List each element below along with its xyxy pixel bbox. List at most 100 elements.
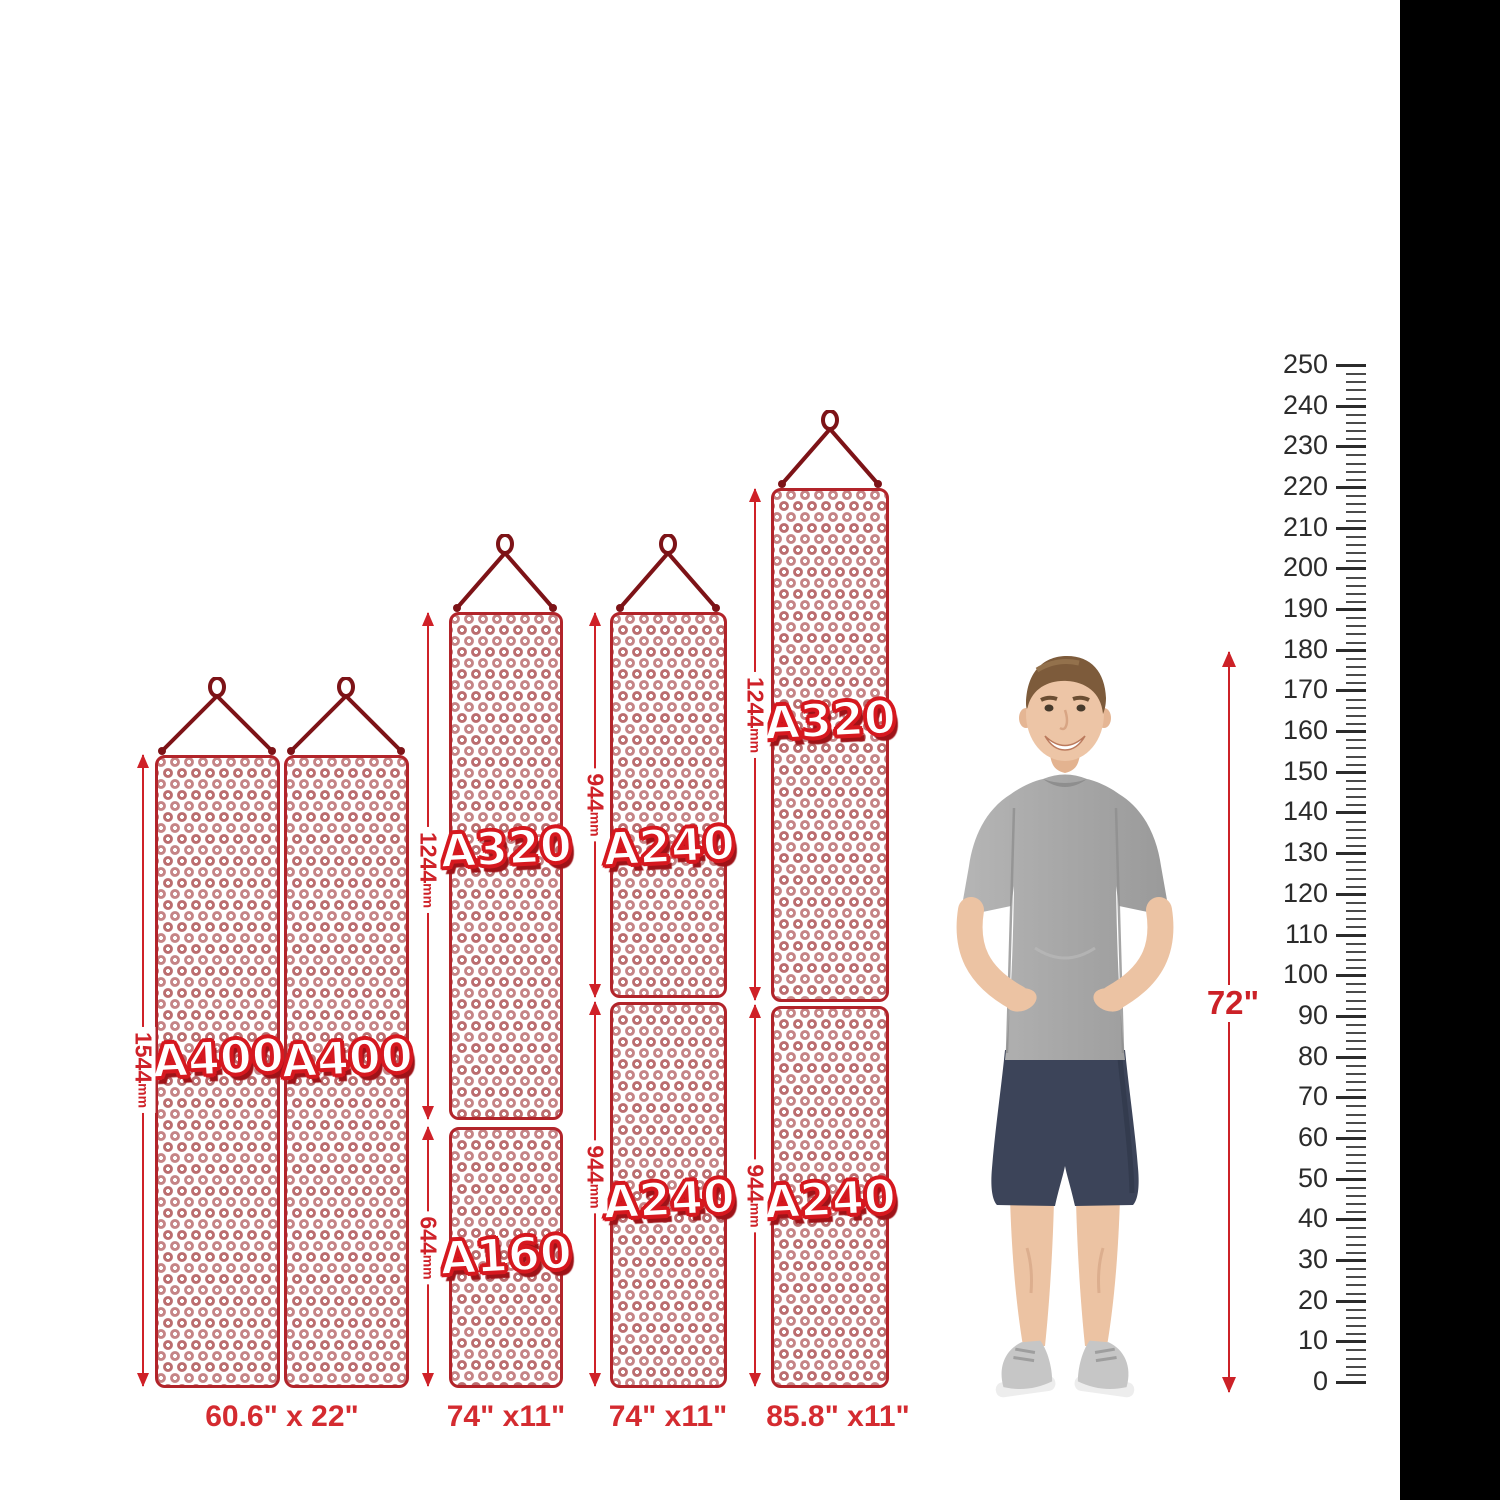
ruler-minor-tick xyxy=(1346,1276,1366,1279)
ruler-number: 130 xyxy=(1282,837,1328,868)
ruler-number: 160 xyxy=(1282,715,1328,746)
person-height-line-upper xyxy=(1222,651,1236,985)
arrow-up-icon xyxy=(589,1001,601,1015)
ruler-minor-tick xyxy=(1346,625,1366,628)
ruler-minor-tick xyxy=(1346,1040,1366,1043)
ruler-minor-tick xyxy=(1346,950,1366,953)
ruler-minor-tick xyxy=(1346,1154,1366,1157)
ruler-minor-tick xyxy=(1346,1024,1366,1027)
ruler-minor-tick xyxy=(1346,845,1366,848)
dimension-value: 1244mm xyxy=(742,671,769,759)
ruler-number: 200 xyxy=(1282,552,1328,583)
ruler-minor-tick xyxy=(1346,1211,1366,1214)
ruler-number: 150 xyxy=(1282,755,1328,786)
ruler-minor-tick xyxy=(1346,674,1366,677)
ruler-number: 110 xyxy=(1284,918,1328,949)
ruler-minor-tick xyxy=(1346,999,1366,1002)
hanging-hook-icon xyxy=(778,410,882,488)
ruler-minor-tick xyxy=(1346,462,1366,465)
footprint-size-label: 74" x11" xyxy=(608,1400,728,1433)
ruler-number: 230 xyxy=(1282,430,1328,461)
ruler-minor-tick xyxy=(1346,926,1366,929)
arrow-up-icon xyxy=(749,488,761,502)
dimension-line-1244mm: 1244mm xyxy=(415,612,442,1120)
ruler-minor-tick xyxy=(1346,1373,1366,1376)
ruler-minor-tick xyxy=(1346,779,1366,782)
ruler-minor-tick xyxy=(1346,755,1366,758)
led-panel-a400: A400 xyxy=(278,755,415,1388)
ruler-minor-tick xyxy=(1346,1292,1366,1295)
ruler-minor-tick xyxy=(1346,1268,1366,1271)
hanging-hook-icon xyxy=(616,534,720,612)
ruler-minor-tick xyxy=(1346,967,1366,970)
ruler-major-tick xyxy=(1336,1258,1366,1262)
ruler-number: 60 xyxy=(1297,1121,1328,1152)
ruler-minor-tick xyxy=(1346,666,1366,669)
ruler-minor-tick xyxy=(1346,389,1366,392)
ruler-minor-tick xyxy=(1346,576,1366,579)
hanging-hook-icon xyxy=(453,534,557,612)
ruler-number: 20 xyxy=(1297,1284,1328,1315)
ruler-minor-tick xyxy=(1346,958,1366,961)
ruler-minor-tick xyxy=(1346,1308,1366,1311)
ruler-minor-tick xyxy=(1346,1080,1366,1083)
ruler-minor-tick xyxy=(1346,1007,1366,1010)
ruler-minor-tick xyxy=(1346,763,1366,766)
ruler-major-tick xyxy=(1336,608,1366,612)
ruler-minor-tick xyxy=(1346,1284,1366,1287)
ruler-minor-tick xyxy=(1346,430,1366,433)
ruler-number: 170 xyxy=(1282,674,1328,705)
ruler-major-tick xyxy=(1336,1177,1366,1181)
footprint-size-label: 85.8" x11" xyxy=(766,1400,910,1433)
ruler-number: 120 xyxy=(1282,877,1328,908)
ruler-minor-tick xyxy=(1346,600,1366,603)
ruler-minor-tick xyxy=(1346,1194,1366,1197)
dimension-value: 944mm xyxy=(582,768,609,842)
ruler-minor-tick xyxy=(1346,511,1366,514)
ruler-minor-tick xyxy=(1346,535,1366,538)
ruler-minor-tick xyxy=(1346,381,1366,384)
dimension-line-944mm: 944mm xyxy=(582,612,609,998)
ruler-major-tick xyxy=(1336,1381,1366,1384)
dimension-line-1544mm: 1544mm xyxy=(130,754,157,1387)
ruler-major-tick xyxy=(1336,1055,1366,1059)
ruler-minor-tick xyxy=(1346,828,1366,831)
ruler-number: 80 xyxy=(1297,1040,1328,1071)
ruler-major-tick xyxy=(1336,892,1366,896)
ruler-major-tick xyxy=(1336,567,1366,571)
ruler-minor-tick xyxy=(1346,1325,1366,1328)
ruler-minor-tick xyxy=(1346,641,1366,644)
arrow-up-icon xyxy=(749,1004,761,1018)
led-panel-a240: A240 xyxy=(600,612,737,998)
dimension-line-944mm: 944mm xyxy=(742,1004,769,1387)
led-panel-a240: A240 xyxy=(600,1002,737,1388)
ruler-minor-tick xyxy=(1346,910,1366,913)
ruler-minor-tick xyxy=(1346,1203,1366,1205)
dimension-line-1244mm: 1244mm xyxy=(742,488,769,1001)
ruler-minor-tick xyxy=(1346,1333,1366,1336)
ruler-number: 70 xyxy=(1297,1081,1328,1112)
ruler-minor-tick xyxy=(1346,592,1366,595)
ruler-minor-tick xyxy=(1346,796,1366,799)
ruler-minor-tick xyxy=(1346,739,1366,742)
ruler-minor-tick xyxy=(1346,1235,1366,1238)
ruler-minor-tick xyxy=(1346,861,1366,864)
ruler-major-tick xyxy=(1336,1136,1366,1140)
arrow-down-icon xyxy=(589,984,601,998)
ruler-minor-tick xyxy=(1346,918,1366,921)
arrow-down-icon xyxy=(749,987,761,1001)
footprint-size-label: 60.6" x 22" xyxy=(205,1400,359,1433)
ruler-major-tick xyxy=(1336,1096,1366,1100)
ruler-minor-tick xyxy=(1346,657,1366,660)
ruler-major-tick xyxy=(1336,648,1366,652)
ruler-minor-tick xyxy=(1346,1072,1366,1075)
ruler-number: 50 xyxy=(1297,1162,1328,1193)
ruler-minor-tick xyxy=(1346,454,1366,457)
ruler-minor-tick xyxy=(1346,942,1366,945)
led-panel-a160: A160 xyxy=(438,1127,574,1388)
ruler-minor-tick xyxy=(1346,877,1366,880)
ruler-minor-tick xyxy=(1346,478,1366,481)
dimension-value: 1244mm xyxy=(415,826,442,914)
ruler-number: 0 xyxy=(1312,1366,1328,1396)
